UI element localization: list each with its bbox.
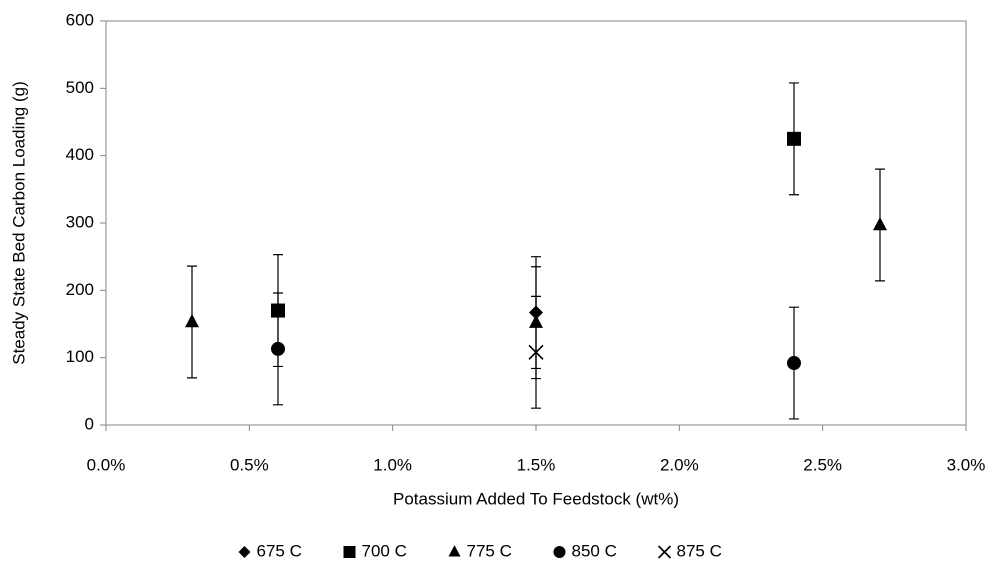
legend-marker: [657, 545, 672, 559]
x-axis-title: Potassium Added To Feedstock (wt%): [393, 489, 679, 508]
marker: [185, 313, 199, 328]
legend-label: 875 C: [677, 541, 722, 560]
y-tick-label: 400: [66, 145, 94, 164]
x-tick-label: 1.5%: [517, 455, 556, 474]
y-tick-label: 300: [66, 212, 94, 231]
x-tick-label: 2.0%: [660, 455, 699, 474]
legend-label: 850 C: [572, 541, 617, 560]
marker: [873, 216, 887, 231]
y-axis-title: Steady State Bed Carbon Loading (g): [9, 81, 28, 365]
legend-marker: [343, 546, 356, 558]
legend-marker: [448, 545, 461, 557]
x-tick-label: 1.0%: [373, 455, 412, 474]
x-tick-label: 0.5%: [230, 455, 269, 474]
marker: [528, 344, 544, 360]
y-tick-label: 0: [85, 414, 94, 433]
legend-marker: [553, 546, 566, 558]
legend-marker: [238, 546, 251, 558]
x-tick-label: 0.0%: [87, 455, 126, 474]
y-tick-label: 200: [66, 280, 94, 299]
marker: [787, 131, 801, 146]
legend-label: 775 C: [467, 541, 512, 560]
y-tick-label: 600: [66, 10, 94, 29]
x-tick-label: 3.0%: [947, 455, 986, 474]
legend-label: 675 C: [257, 541, 302, 560]
y-tick-label: 100: [66, 347, 94, 366]
y-tick-label: 500: [66, 78, 94, 97]
marker: [271, 341, 285, 356]
x-tick-label: 2.5%: [803, 455, 842, 474]
legend-label: 700 C: [362, 541, 407, 560]
marker: [787, 356, 801, 371]
